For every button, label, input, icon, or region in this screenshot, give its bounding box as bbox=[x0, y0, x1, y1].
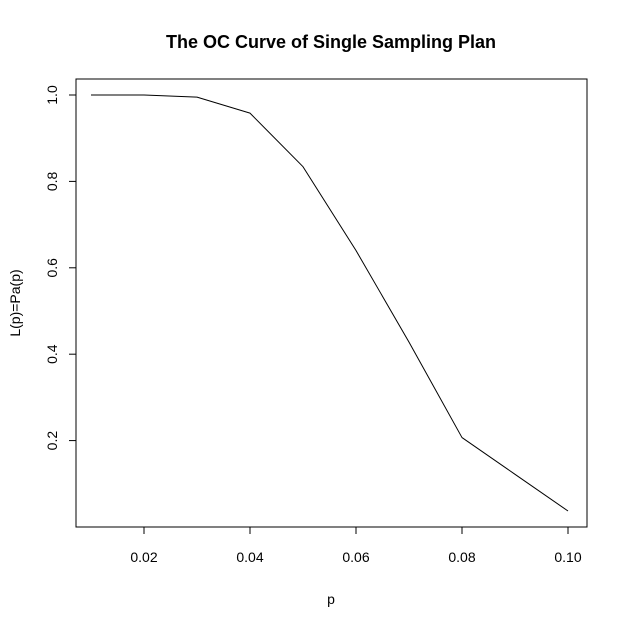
x-tick-label: 0.10 bbox=[554, 549, 581, 565]
plot-frame bbox=[75, 78, 588, 528]
y-tick-label: 0.4 bbox=[44, 344, 60, 364]
x-tick-label: 0.02 bbox=[130, 549, 157, 565]
y-axis: 0.2 0.4 0.6 0.8 1.0 bbox=[44, 85, 77, 451]
chart-title: The OC Curve of Single Sampling Plan bbox=[166, 32, 496, 52]
y-tick-label: 1.0 bbox=[44, 85, 60, 105]
y-axis-label: L(p)=Pa(p) bbox=[7, 269, 23, 336]
x-tick-label: 0.06 bbox=[342, 549, 369, 565]
x-tick-label: 0.04 bbox=[236, 549, 263, 565]
y-tick-label: 0.2 bbox=[44, 431, 60, 451]
series-layer bbox=[91, 94, 569, 512]
x-axis-label: p bbox=[327, 591, 335, 607]
y-tick-label: 0.6 bbox=[44, 258, 60, 278]
oc-curve-line bbox=[91, 94, 569, 512]
x-tick-label: 0.08 bbox=[448, 549, 475, 565]
y-tick-label: 0.8 bbox=[44, 171, 60, 191]
x-axis: 0.02 0.04 0.06 0.08 0.10 bbox=[130, 526, 582, 565]
